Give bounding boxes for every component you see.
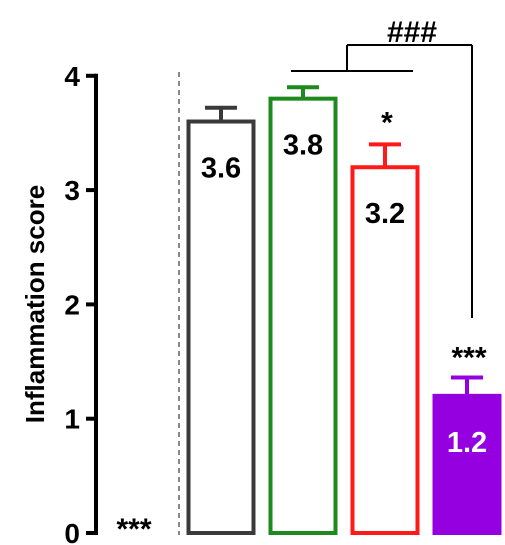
y-axis-title: Inflammation score bbox=[20, 185, 50, 423]
bar-4 bbox=[432, 393, 502, 535]
bar-2 bbox=[268, 96, 338, 535]
bar-value-label-2: 3.8 bbox=[283, 130, 323, 162]
y-tick-label-1: 1 bbox=[64, 404, 80, 435]
y-tick-label-0: 0 bbox=[64, 518, 80, 545]
y-tick-label-3: 3 bbox=[64, 175, 80, 206]
significance-mark-3: * bbox=[381, 106, 393, 139]
bar-value-label-3: 3.2 bbox=[365, 198, 405, 230]
bar-value-label-4: 1.2 bbox=[447, 427, 487, 459]
bar-3 bbox=[350, 165, 420, 536]
bars-group: *** 3.6 3.8 3.2 * 1.2 *** bbox=[116, 85, 502, 545]
y-tick-label-4: 4 bbox=[64, 61, 80, 92]
y-axis: 0 1 2 3 4 bbox=[64, 61, 98, 545]
bar-value-label-1: 3.6 bbox=[201, 153, 241, 185]
y-tick-label-2: 2 bbox=[64, 289, 80, 320]
significance-mark-4: *** bbox=[451, 342, 486, 375]
significance-mark-0: *** bbox=[116, 513, 151, 545]
comparison-bracket: ### bbox=[291, 16, 473, 318]
comparison-label: ### bbox=[387, 16, 437, 49]
bar-1 bbox=[186, 119, 256, 536]
